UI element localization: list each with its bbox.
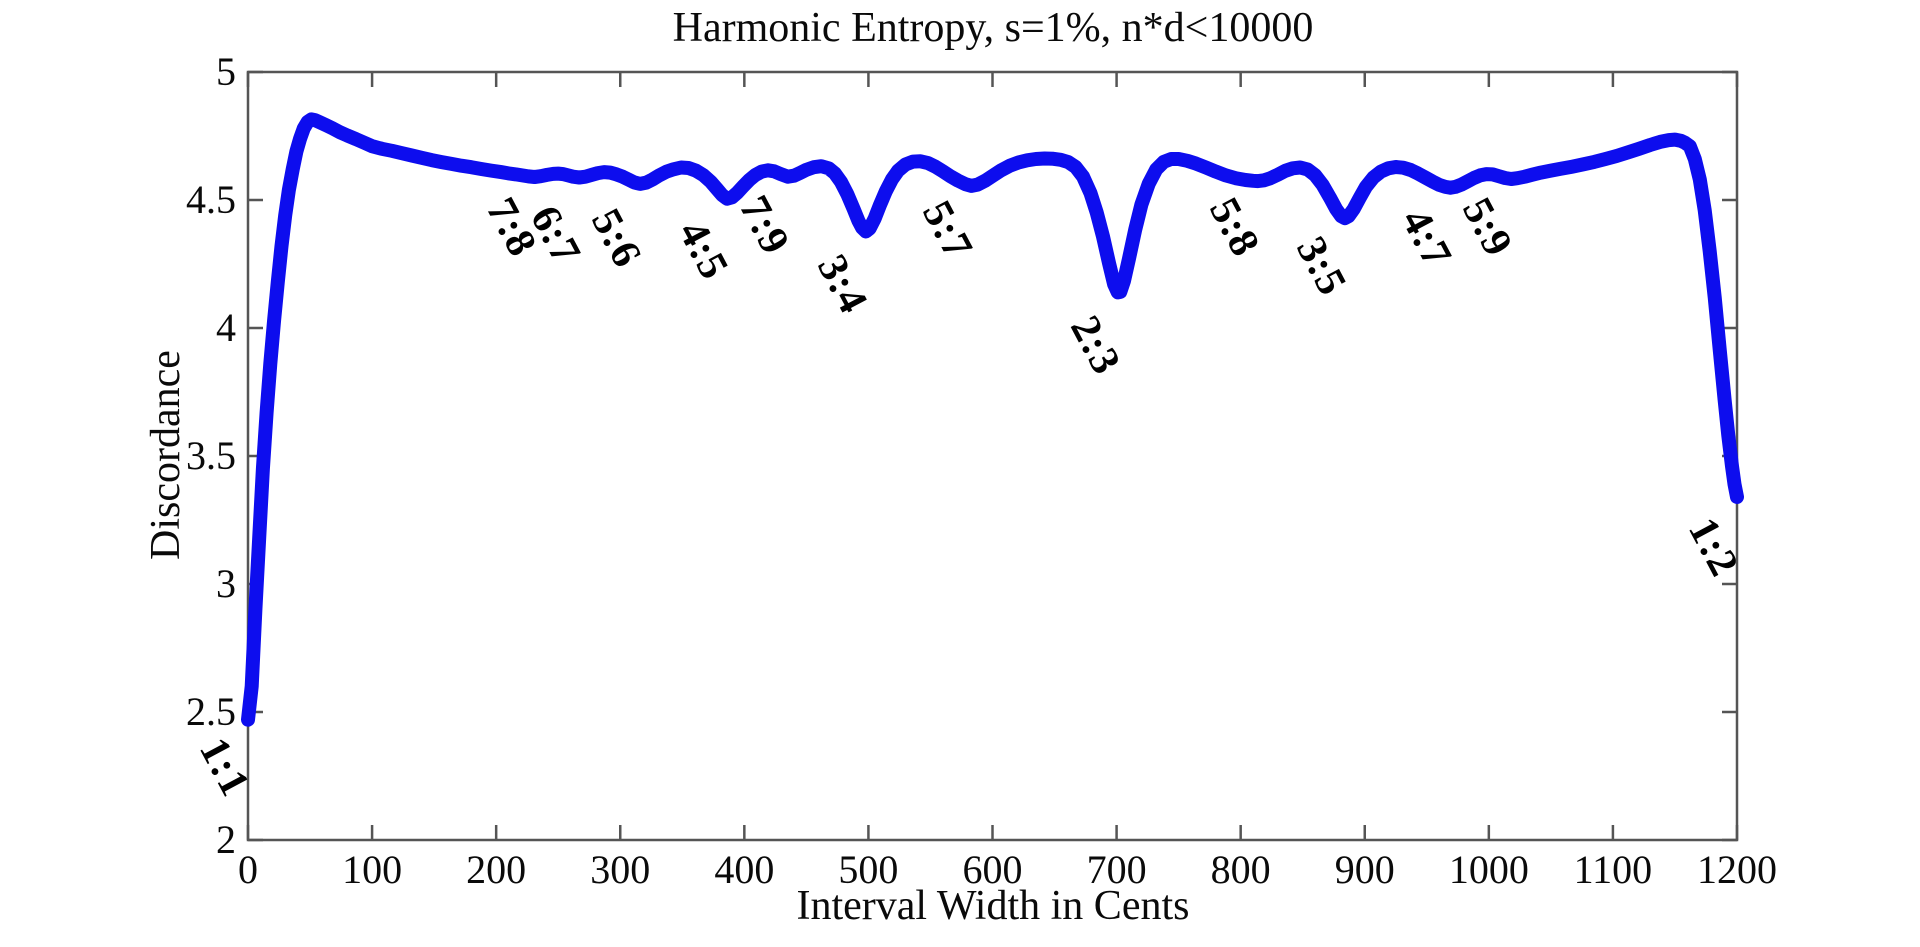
plot-box: [246, 70, 1739, 842]
x-tick-label: 1100: [1573, 847, 1653, 892]
x-axis-label: Interval Width in Cents: [796, 883, 1190, 929]
y-tick-label: 4.5: [186, 177, 236, 222]
x-tick-label: 200: [466, 847, 527, 892]
x-tick-label: 300: [590, 847, 651, 892]
x-tick-label: 500: [838, 847, 899, 892]
y-tick-label: 2: [216, 817, 236, 862]
y-tick-label: 3.5: [186, 433, 236, 478]
y-tick-label: 3: [216, 561, 236, 606]
harmonic-entropy-curve: [241, 112, 1744, 727]
x-tick-label: 400: [714, 847, 775, 892]
y-tick-label: 2.5: [186, 689, 236, 734]
x-tick-label: 1000: [1448, 847, 1529, 892]
y-tick-label: 5: [216, 49, 236, 94]
x-tick-label: 1200: [1697, 847, 1777, 892]
x-tick-label: 700: [1086, 847, 1147, 892]
chart-title: Harmonic Entropy, s=1%, n*d<10000: [672, 5, 1314, 51]
x-tick-label: 0: [238, 847, 258, 892]
x-tick-label: 600: [962, 847, 1023, 892]
x-tick-label: 800: [1210, 847, 1271, 892]
x-tick-label: 900: [1334, 847, 1395, 892]
x-tick-label: 100: [342, 847, 403, 892]
y-tick-label: 4: [216, 305, 236, 350]
